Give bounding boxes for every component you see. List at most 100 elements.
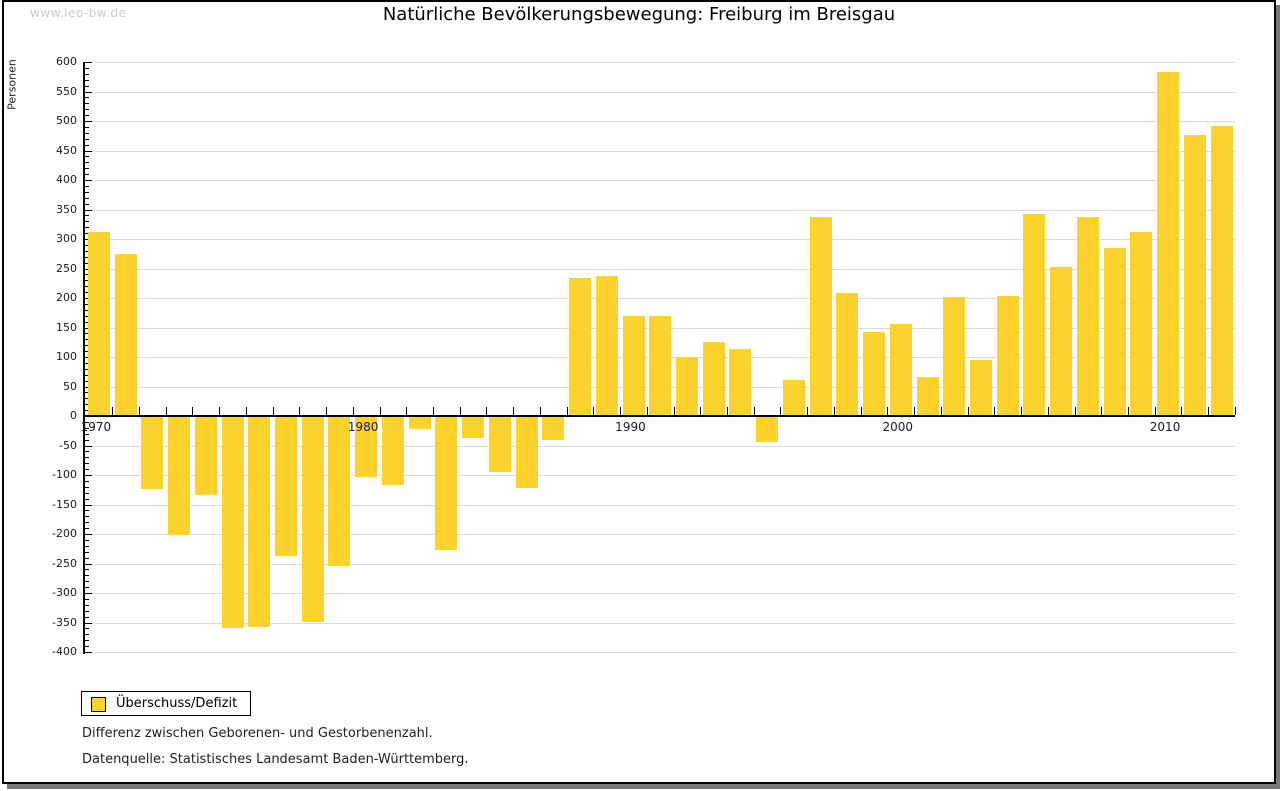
x-tick-label: 2010 — [1149, 420, 1181, 434]
y-minor-tick — [85, 628, 89, 629]
bar-1986 — [515, 417, 538, 488]
y-minor-tick — [85, 221, 89, 222]
y-minor-tick — [85, 192, 89, 193]
bar-1977 — [275, 417, 297, 556]
y-minor-tick — [85, 198, 89, 199]
x-tick — [486, 407, 488, 415]
y-tick-label: 350 — [56, 202, 77, 216]
bar-1997 — [809, 217, 832, 415]
y-minor-tick — [85, 605, 89, 606]
y-tick-label: -100 — [52, 468, 77, 481]
x-tick — [112, 407, 114, 415]
y-major-tick — [85, 652, 92, 653]
y-tick-label: 0 — [70, 409, 77, 422]
y-minor-tick — [85, 345, 89, 346]
y-minor-tick — [85, 310, 89, 311]
bar-1991 — [649, 316, 672, 415]
bar-2000 — [889, 324, 912, 415]
bar-1982 — [408, 417, 431, 429]
y-minor-tick — [85, 640, 89, 641]
y-minor-tick — [85, 392, 89, 393]
bar-1976 — [248, 417, 271, 627]
y-major-tick — [85, 623, 92, 624]
y-minor-tick — [85, 280, 89, 281]
bar-1983 — [435, 417, 458, 550]
x-tick — [753, 407, 755, 415]
x-tick — [1234, 407, 1236, 415]
plot-area: 600 550 500 450 400 350 300 250 200 150 100 50 0 -50-… — [4, 2, 1274, 782]
y-minor-tick — [85, 552, 89, 553]
x-tick — [780, 407, 782, 415]
y-minor-tick — [85, 451, 89, 452]
bar-1975 — [221, 417, 244, 628]
x-tick — [245, 407, 247, 415]
bar-2001 — [916, 377, 939, 415]
y-minor-tick — [85, 575, 89, 576]
bar-2005 — [1023, 214, 1046, 415]
x-axis-line — [84, 415, 1235, 417]
y-minor-tick — [85, 251, 89, 252]
y-minor-tick — [85, 540, 89, 541]
y-minor-tick — [85, 646, 89, 647]
y-major-tick — [85, 416, 92, 417]
x-tick — [700, 407, 702, 415]
y-minor-tick — [85, 493, 89, 494]
x-tick — [860, 407, 862, 415]
x-tick — [432, 407, 434, 415]
bar-2003 — [969, 360, 992, 415]
y-minor-tick — [85, 292, 89, 293]
gridline — [84, 505, 1235, 506]
x-tick-label: 1970 — [80, 420, 112, 434]
y-minor-tick — [85, 103, 89, 104]
y-minor-tick — [85, 322, 89, 323]
y-tick-label: 600 — [56, 55, 77, 68]
x-tick — [940, 407, 942, 415]
footnote-source: Datenquelle: Statistisches Landesamt Bad… — [82, 752, 469, 767]
bar-1998 — [836, 293, 859, 415]
y-minor-tick — [85, 499, 89, 500]
bar-1992 — [675, 357, 698, 415]
y-minor-tick — [85, 133, 89, 134]
y-major-tick — [85, 62, 92, 63]
bar-1993 — [702, 342, 725, 415]
y-minor-tick — [85, 617, 89, 618]
y-minor-tick — [85, 516, 89, 517]
x-tick — [406, 407, 408, 415]
y-minor-tick — [85, 80, 89, 81]
y-tick-label: -50 — [59, 438, 77, 452]
gridline — [84, 298, 1235, 299]
gridline — [84, 623, 1235, 624]
y-minor-tick — [85, 434, 89, 435]
y-major-tick — [85, 121, 92, 122]
y-minor-tick — [85, 245, 89, 246]
x-tick — [566, 407, 568, 415]
y-major-tick — [85, 151, 92, 152]
y-minor-tick — [85, 304, 89, 305]
bar-2004 — [996, 296, 1019, 415]
y-minor-tick — [85, 156, 89, 157]
x-tick — [646, 407, 648, 415]
y-minor-tick — [85, 428, 89, 429]
bar-1973 — [168, 417, 191, 535]
y-minor-tick — [85, 115, 89, 116]
x-tick — [807, 407, 809, 415]
bar-2009 — [1130, 232, 1153, 415]
y-minor-tick — [85, 381, 89, 382]
y-minor-tick — [85, 316, 89, 317]
x-tick — [459, 407, 461, 415]
y-major-tick — [85, 593, 92, 594]
y-minor-tick — [85, 469, 89, 470]
bar-2010 — [1157, 72, 1180, 415]
y-tick-label: -200 — [52, 527, 77, 540]
x-tick — [539, 407, 541, 415]
bar-1978 — [301, 417, 324, 622]
bar-1988 — [569, 278, 592, 415]
x-tick — [1047, 407, 1049, 415]
gridline — [84, 534, 1235, 535]
x-tick — [967, 407, 969, 415]
y-major-tick — [85, 534, 92, 535]
y-minor-tick — [85, 487, 89, 488]
y-tick-label: 300 — [56, 232, 77, 245]
y-minor-tick — [85, 569, 89, 570]
bar-2007 — [1076, 217, 1099, 415]
